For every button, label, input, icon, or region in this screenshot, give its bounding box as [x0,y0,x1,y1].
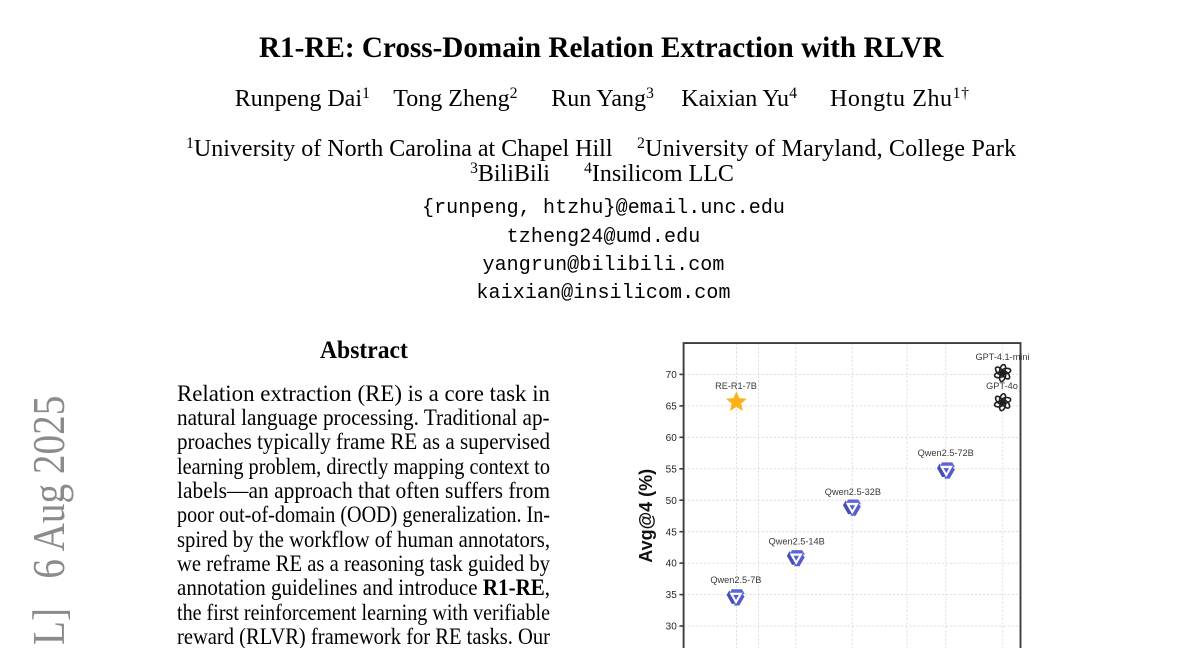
svg-text:Qwen2.5-7B: Qwen2.5-7B [710,575,761,585]
svg-text:35: 35 [666,590,678,601]
svg-text:Avg@4 (%): Avg@4 (%) [636,469,656,563]
svg-text:40: 40 [666,559,678,570]
svg-text:65: 65 [666,402,678,413]
svg-text:GPT-4o: GPT-4o [986,381,1018,391]
svg-text:50: 50 [666,496,678,507]
svg-text:30: 30 [666,622,678,633]
svg-text:45: 45 [666,527,678,538]
svg-text:RE-R1-7B: RE-R1-7B [715,381,757,391]
svg-text:Qwen2.5-72B: Qwen2.5-72B [918,448,974,458]
svg-text:GPT-4.1-mini: GPT-4.1-mini [975,352,1029,362]
svg-text:60: 60 [666,433,678,444]
svg-text:55: 55 [666,464,678,475]
svg-text:Qwen2.5-32B: Qwen2.5-32B [825,487,881,497]
svg-text:70: 70 [666,370,678,381]
svg-text:Qwen2.5-14B: Qwen2.5-14B [769,537,825,547]
